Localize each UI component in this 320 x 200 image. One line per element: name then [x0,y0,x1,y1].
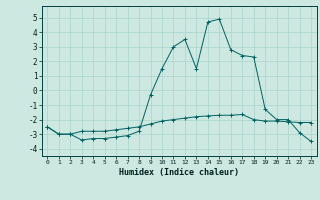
X-axis label: Humidex (Indice chaleur): Humidex (Indice chaleur) [119,168,239,177]
